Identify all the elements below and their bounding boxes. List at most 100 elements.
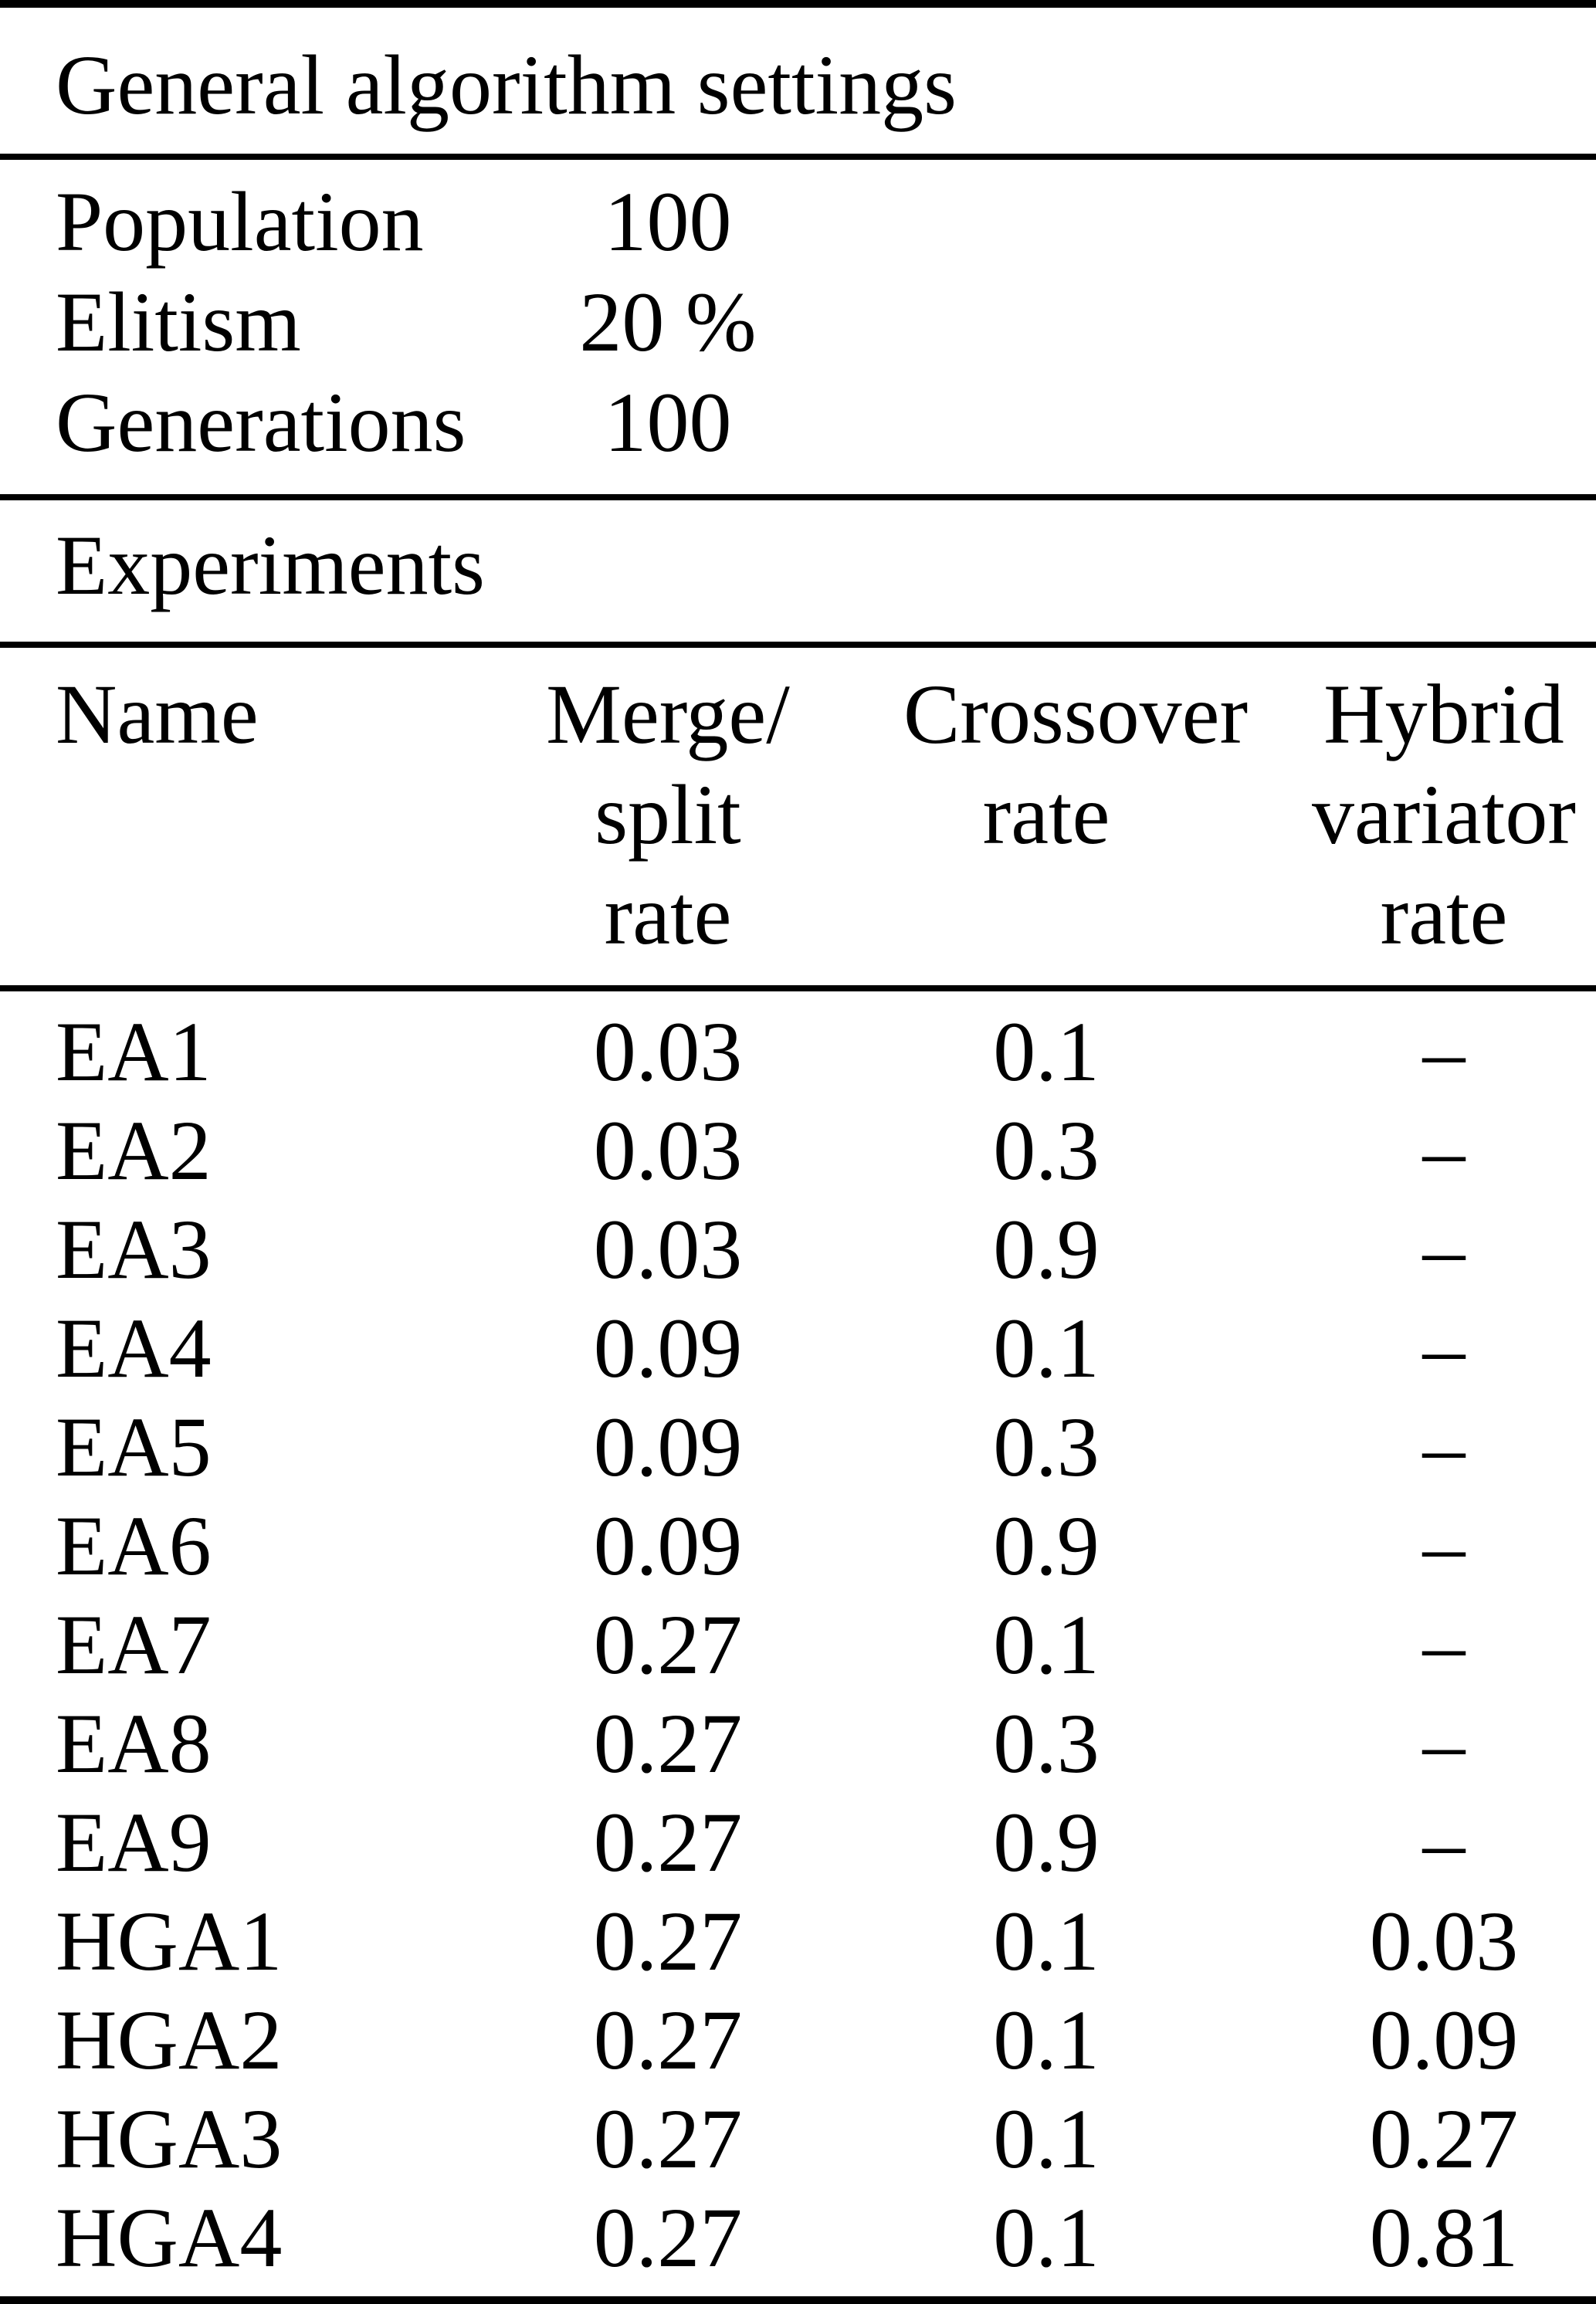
header-line: split xyxy=(595,767,741,862)
setting-row-generations: Generations 100 xyxy=(0,372,1596,473)
header-line: rate xyxy=(982,767,1110,862)
table-row: EA9 0.27 0.9 – xyxy=(0,1793,1596,1892)
crossover-rate-cell: 0.9 xyxy=(993,1795,1100,1889)
hybrid-variator-rate-cell: – xyxy=(1422,1202,1466,1296)
header-line: rate xyxy=(1380,868,1508,962)
merge-split-rate-cell: 0.09 xyxy=(593,1400,743,1494)
hybrid-variator-rate-cell: – xyxy=(1422,1795,1466,1889)
table-row: EA4 0.09 0.1 – xyxy=(0,1299,1596,1398)
crossover-rate-cell: 0.1 xyxy=(993,1005,1100,1099)
crossover-rate-cell: 0.3 xyxy=(993,1696,1100,1791)
setting-row-population: Population 100 xyxy=(0,171,1596,272)
bottom-rule xyxy=(0,2296,1596,2304)
merge-split-rate-cell: 0.27 xyxy=(593,1894,743,1988)
setting-label: Population xyxy=(56,174,424,269)
hybrid-variator-rate-cell: – xyxy=(1422,1400,1466,1494)
experiment-name-cell: HGA4 xyxy=(56,2190,283,2285)
merge-split-rate-cell: 0.03 xyxy=(593,1005,743,1099)
hybrid-variator-rate-cell: 0.03 xyxy=(1369,1894,1519,1988)
header-line: variator xyxy=(1311,767,1577,862)
merge-split-rate-cell: 0.27 xyxy=(593,1795,743,1889)
experiment-name-cell: HGA1 xyxy=(56,1894,283,1988)
experiments-title: Experiments xyxy=(56,518,485,612)
table-row: HGA1 0.27 0.1 0.03 xyxy=(0,1892,1596,1991)
table-row: EA2 0.03 0.3 – xyxy=(0,1101,1596,1200)
crossover-rate-cell: 0.1 xyxy=(993,1993,1100,2087)
hybrid-variator-rate-cell: – xyxy=(1422,1696,1466,1791)
header-line: Merge/ xyxy=(546,667,790,761)
header-line: rate xyxy=(604,868,732,962)
setting-row-elitism: Elitism 20 % xyxy=(0,272,1596,372)
crossover-rate-cell: 0.3 xyxy=(993,1400,1100,1494)
hybrid-variator-rate-cell: 0.27 xyxy=(1369,2092,1519,2186)
merge-split-rate-cell: 0.03 xyxy=(593,1202,743,1296)
hybrid-variator-rate-cell: – xyxy=(1422,1301,1466,1395)
table-row: EA6 0.09 0.9 – xyxy=(0,1496,1596,1595)
merge-split-rate-cell: 0.27 xyxy=(593,1993,743,2087)
experiment-name-cell: EA7 xyxy=(56,1598,212,1692)
merge-split-rate-cell: 0.09 xyxy=(593,1499,743,1593)
table-row: HGA3 0.27 0.1 0.27 xyxy=(0,2089,1596,2188)
column-header-name: Name xyxy=(56,667,259,761)
hybrid-variator-rate-cell: 0.81 xyxy=(1369,2190,1519,2285)
general-settings-section: General algorithm settings xyxy=(0,8,1596,154)
hybrid-variator-rate-cell: – xyxy=(1422,1598,1466,1692)
table-row: EA7 0.27 0.1 – xyxy=(0,1595,1596,1694)
divider-after-general-title xyxy=(0,154,1596,160)
table-row: EA3 0.03 0.9 – xyxy=(0,1200,1596,1299)
header-line: Crossover xyxy=(903,667,1249,761)
experiment-name-cell: EA8 xyxy=(56,1696,212,1791)
column-header-crossover-rate: Crossover rate xyxy=(903,664,1249,965)
setting-label: Elitism xyxy=(56,275,301,369)
merge-split-rate-cell: 0.27 xyxy=(593,2190,743,2285)
crossover-rate-cell: 0.1 xyxy=(993,2092,1100,2186)
experiment-name-cell: EA6 xyxy=(56,1499,212,1593)
column-header-hybrid-variator-rate: Hybrid variator rate xyxy=(1189,664,1596,965)
divider-after-general-settings xyxy=(0,494,1596,500)
experiments-section: Experiments xyxy=(0,500,1596,642)
header-line: Hybrid xyxy=(1323,667,1564,761)
table-row: HGA4 0.27 0.1 0.81 xyxy=(0,2188,1596,2287)
crossover-rate-cell: 0.3 xyxy=(993,1103,1100,1198)
crossover-rate-cell: 0.1 xyxy=(993,1894,1100,1988)
crossover-rate-cell: 0.1 xyxy=(993,1301,1100,1395)
table-row: EA5 0.09 0.3 – xyxy=(0,1398,1596,1496)
setting-value: 100 xyxy=(604,375,732,469)
experiment-name-cell: EA9 xyxy=(56,1795,212,1889)
crossover-rate-cell: 0.1 xyxy=(993,2190,1100,2285)
general-settings-title: General algorithm settings xyxy=(56,38,957,132)
setting-value: 100 xyxy=(604,174,732,269)
experiment-name-cell: HGA3 xyxy=(56,2092,283,2186)
merge-split-rate-cell: 0.27 xyxy=(593,1598,743,1692)
hybrid-variator-rate-cell: – xyxy=(1422,1499,1466,1593)
table-row: HGA2 0.27 0.1 0.09 xyxy=(0,1991,1596,2089)
divider-after-experiments-title xyxy=(0,642,1596,648)
experiment-name-cell: EA1 xyxy=(56,1005,212,1099)
merge-split-rate-cell: 0.27 xyxy=(593,1696,743,1791)
column-header-row: Name Merge/ split rate Crossover rate Hy… xyxy=(0,648,1596,985)
hybrid-variator-rate-cell: – xyxy=(1422,1005,1466,1099)
general-settings-list: Population 100 Elitism 20 % Generations … xyxy=(0,160,1596,494)
experiment-name-cell: EA5 xyxy=(56,1400,212,1494)
experiment-rows: EA1 0.03 0.1 – EA2 0.03 0.3 – EA3 0.03 0… xyxy=(0,991,1596,2296)
setting-label: Generations xyxy=(56,375,466,469)
hybrid-variator-rate-cell: – xyxy=(1422,1103,1466,1198)
column-header-merge-split-rate: Merge/ split rate xyxy=(432,664,903,965)
setting-value: 20 % xyxy=(579,275,757,369)
hybrid-variator-rate-cell: 0.09 xyxy=(1369,1993,1519,2087)
crossover-rate-cell: 0.9 xyxy=(993,1202,1100,1296)
table-row: EA8 0.27 0.3 – xyxy=(0,1694,1596,1793)
crossover-rate-cell: 0.9 xyxy=(993,1499,1100,1593)
experiment-name-cell: EA3 xyxy=(56,1202,212,1296)
divider-after-column-headers xyxy=(0,985,1596,991)
crossover-rate-cell: 0.1 xyxy=(993,1598,1100,1692)
table-row: EA1 0.03 0.1 – xyxy=(0,1002,1596,1101)
experiment-name-cell: EA2 xyxy=(56,1103,212,1198)
merge-split-rate-cell: 0.03 xyxy=(593,1103,743,1198)
top-rule xyxy=(0,0,1596,8)
merge-split-rate-cell: 0.09 xyxy=(593,1301,743,1395)
experiment-name-cell: EA4 xyxy=(56,1301,212,1395)
merge-split-rate-cell: 0.27 xyxy=(593,2092,743,2186)
experiment-name-cell: HGA2 xyxy=(56,1993,283,2087)
